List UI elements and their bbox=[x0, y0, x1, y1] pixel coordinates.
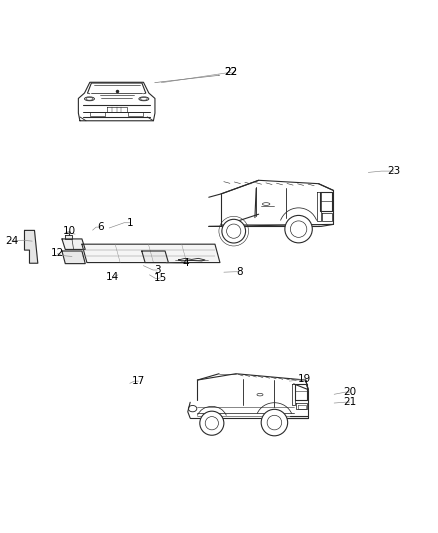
Polygon shape bbox=[65, 235, 72, 239]
Polygon shape bbox=[62, 251, 85, 264]
Text: 3: 3 bbox=[154, 265, 160, 275]
Circle shape bbox=[261, 409, 287, 436]
Circle shape bbox=[284, 215, 311, 243]
Text: 19: 19 bbox=[297, 374, 311, 384]
Text: 21: 21 bbox=[343, 397, 356, 407]
Polygon shape bbox=[82, 244, 219, 263]
Polygon shape bbox=[62, 239, 85, 249]
Circle shape bbox=[199, 411, 223, 435]
Polygon shape bbox=[141, 251, 168, 263]
Text: 17: 17 bbox=[131, 376, 145, 386]
Text: 14: 14 bbox=[106, 272, 119, 281]
Text: 10: 10 bbox=[63, 227, 76, 237]
Text: 4: 4 bbox=[182, 259, 188, 269]
Text: 1: 1 bbox=[126, 218, 133, 228]
Polygon shape bbox=[25, 230, 38, 263]
Text: 6: 6 bbox=[97, 222, 103, 232]
Circle shape bbox=[221, 219, 245, 243]
Text: 15: 15 bbox=[153, 273, 167, 283]
Text: 12: 12 bbox=[51, 248, 64, 259]
Text: 8: 8 bbox=[235, 266, 242, 277]
Text: 20: 20 bbox=[343, 387, 356, 397]
Text: 22: 22 bbox=[223, 67, 237, 77]
Text: 24: 24 bbox=[5, 236, 18, 246]
Text: 23: 23 bbox=[386, 166, 399, 176]
Text: 22: 22 bbox=[224, 67, 237, 77]
